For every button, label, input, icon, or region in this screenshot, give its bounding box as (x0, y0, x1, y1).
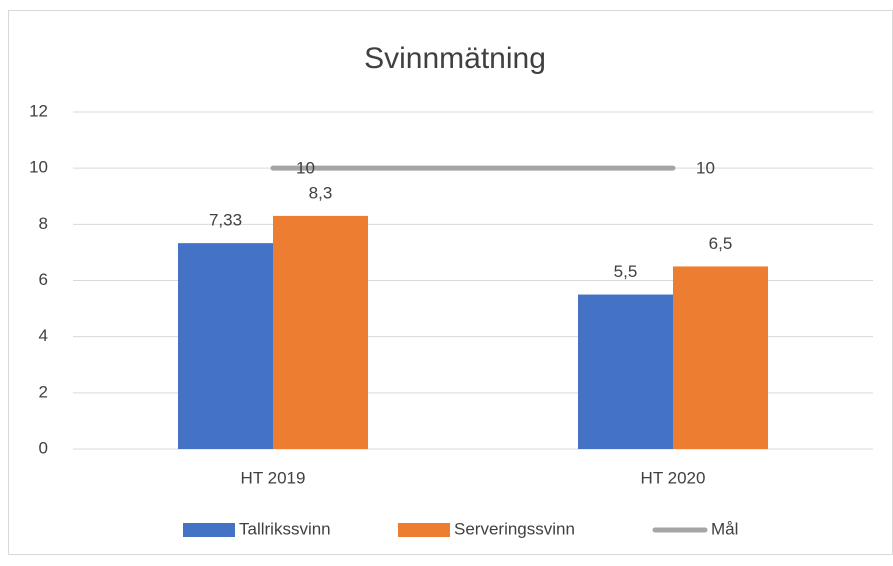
y-tick-label: 2 (39, 382, 48, 401)
bar (673, 266, 768, 449)
bar (578, 294, 673, 449)
legend-swatch (398, 523, 450, 537)
legend-label: Serveringssvinn (454, 519, 575, 538)
chart-title: Svinnmätning (364, 42, 546, 75)
y-tick-label: 10 (29, 158, 48, 177)
data-label: 5,5 (614, 262, 638, 281)
y-tick-label: 6 (39, 270, 48, 289)
x-tick-label: HT 2019 (241, 468, 306, 487)
data-label: 8,3 (309, 183, 333, 202)
y-tick-label: 12 (29, 101, 48, 120)
legend-swatch (183, 523, 235, 537)
bar (178, 243, 273, 449)
data-label: 6,5 (709, 234, 733, 253)
y-tick-label: 8 (39, 214, 48, 233)
legend-label: Mål (711, 519, 738, 538)
data-label: 10 (696, 159, 715, 178)
x-tick-label: HT 2020 (641, 468, 706, 487)
y-tick-label: 4 (39, 326, 48, 345)
y-tick-label: 0 (39, 438, 48, 457)
data-label: 10 (296, 159, 315, 178)
data-label: 7,33 (209, 211, 242, 230)
legend-label: Tallrikssvinn (239, 519, 331, 538)
bar (273, 215, 368, 449)
